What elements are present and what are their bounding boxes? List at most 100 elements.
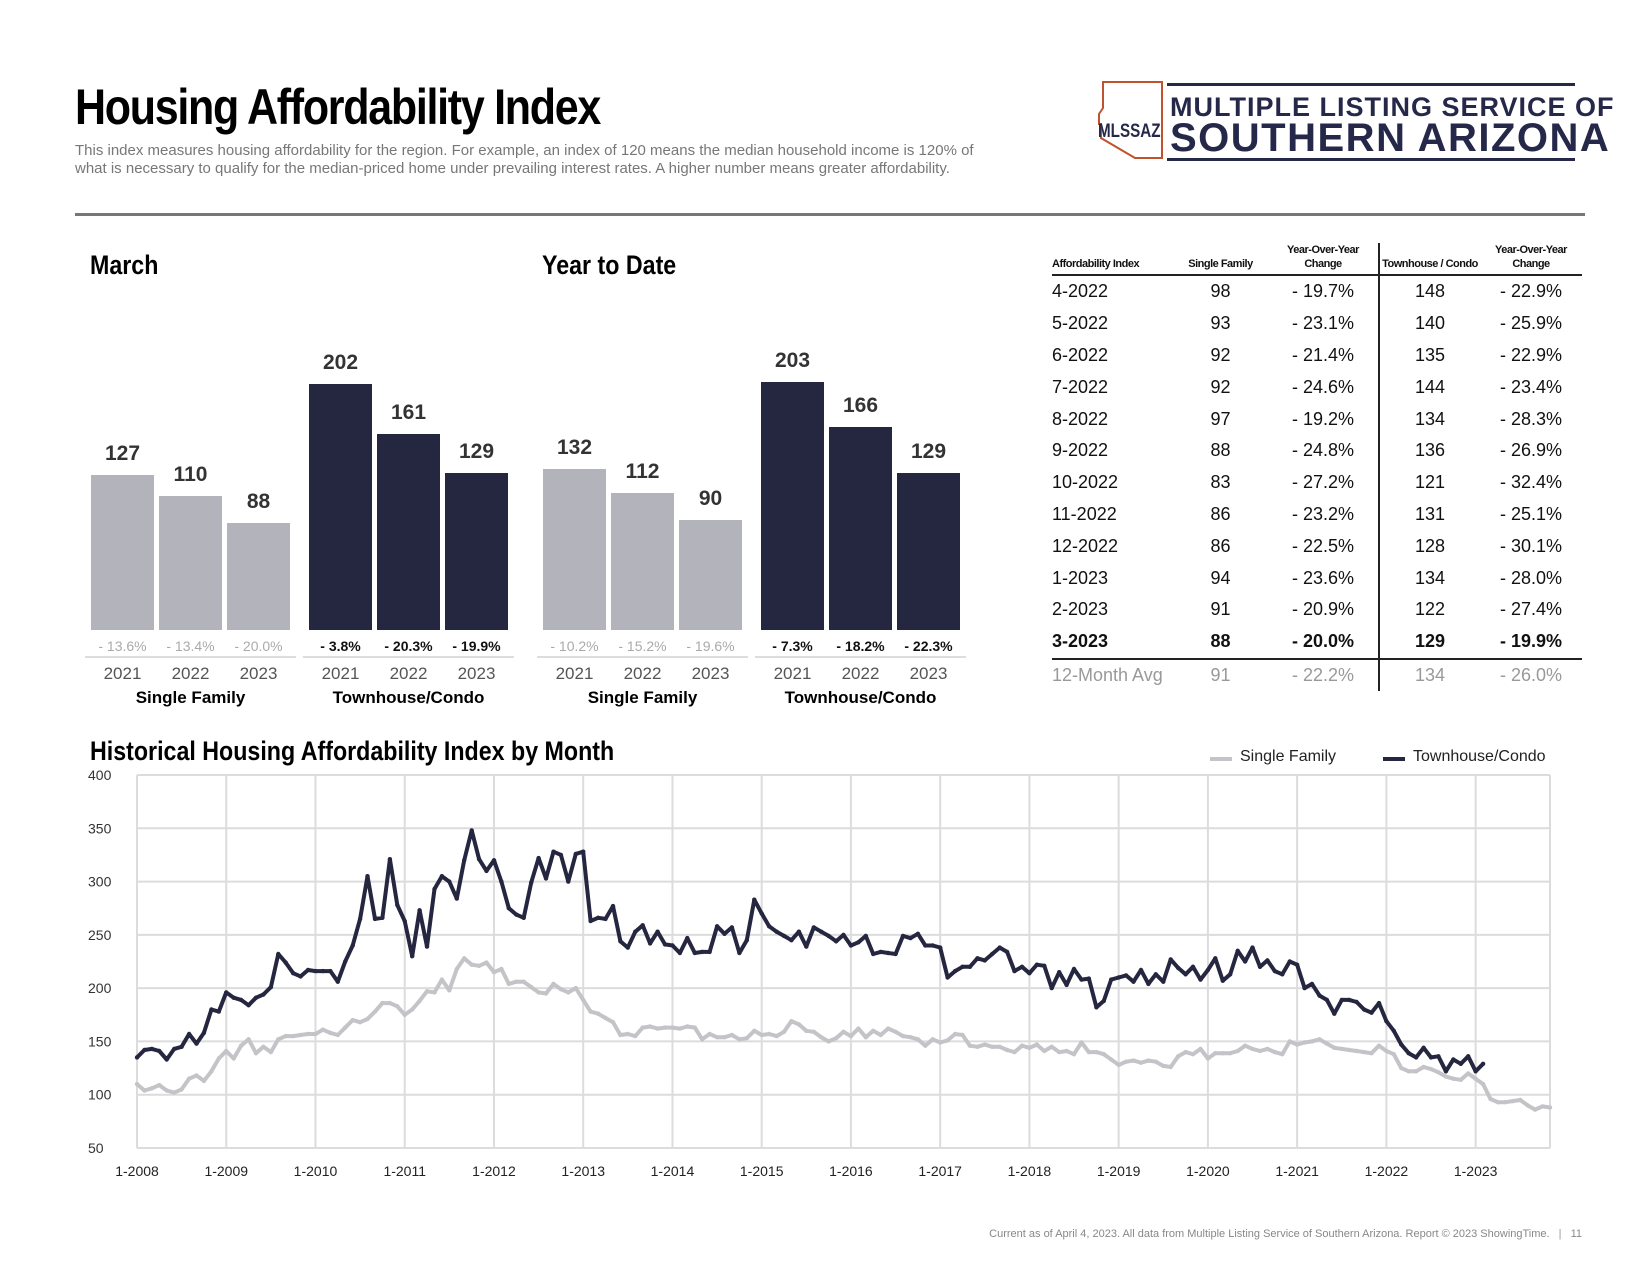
bar-townhouse-condo-2022: [377, 433, 440, 630]
x-tick-label: 1-2011: [383, 1163, 426, 1179]
series-townhouse-condo-point: [172, 1046, 177, 1052]
series-single-family-point: [647, 1024, 653, 1029]
series-townhouse-condo-point: [432, 886, 437, 892]
series-townhouse-condo-point: [1309, 981, 1315, 987]
series-single-family-point: [1272, 1049, 1278, 1055]
series-townhouse-condo-point: [164, 1057, 169, 1062]
series-single-family-point: [952, 1031, 958, 1037]
cell-townhouse-condo: 134: [1414, 567, 1446, 588]
series-single-family-point: [134, 1081, 140, 1087]
series-townhouse-condo-point: [1428, 1055, 1434, 1060]
series-single-family-point: [848, 1033, 854, 1039]
series-townhouse-condo-point: [1213, 956, 1218, 961]
series-single-family-point: [759, 1032, 764, 1038]
series-townhouse-condo-point: [1176, 965, 1181, 971]
cell-tc-yoy-change: - 25.9%: [1499, 313, 1563, 334]
series-townhouse-condo-point: [774, 929, 779, 934]
bar-change-label: - 15.2%: [618, 638, 667, 654]
series-townhouse-condo-point: [1019, 964, 1025, 969]
series-single-family-point: [930, 1037, 935, 1042]
series-single-family-point: [224, 1048, 229, 1054]
series-townhouse-condo-point: [729, 925, 735, 930]
series-townhouse-condo-point: [700, 949, 705, 955]
series-townhouse-condo-point: [1317, 993, 1322, 998]
series-townhouse-condo-point: [343, 959, 348, 964]
series-single-family-point: [581, 997, 586, 1003]
cell-month: 2-2023: [1052, 599, 1109, 620]
series-townhouse-condo-point: [633, 929, 638, 934]
series-single-family-point: [142, 1088, 147, 1093]
series-single-family-point: [1220, 1051, 1226, 1056]
series-townhouse-condo-point: [1071, 966, 1077, 972]
series-townhouse-condo-point: [543, 876, 549, 881]
series-townhouse-condo-point: [246, 1003, 251, 1008]
series-single-family-point: [1354, 1048, 1359, 1054]
series-single-family-point: [1332, 1045, 1337, 1050]
series-single-family-point: [1094, 1049, 1099, 1055]
series-townhouse-condo-point: [603, 916, 608, 922]
series-single-family-point: [1480, 1081, 1486, 1087]
series-townhouse-condo-point: [819, 929, 824, 934]
footer: Current as of April 4, 2023. All data fr…: [989, 1228, 1582, 1240]
series-single-family-point: [179, 1087, 184, 1092]
series-townhouse-condo-point: [945, 975, 950, 980]
bar-axis-line: [303, 656, 514, 658]
table-header-row: Affordability Index Single Family Year-O…: [1052, 243, 1582, 275]
series-single-family-point: [1004, 1047, 1010, 1053]
cell-single-family: 86: [1210, 535, 1231, 556]
x-tick-label: 1-2010: [294, 1163, 338, 1179]
series-single-family-point: [737, 1037, 742, 1042]
x-tick-label: 1-2018: [1008, 1163, 1052, 1179]
series-townhouse-condo-point: [1466, 1054, 1471, 1059]
series-townhouse-condo-point: [194, 1041, 199, 1046]
series-single-family-point: [975, 1044, 980, 1049]
bar-change-label: - 13.4%: [166, 638, 215, 654]
series-single-family-point: [1376, 1043, 1382, 1048]
bar-year-label: 2021: [103, 664, 142, 683]
series-townhouse-condo-point: [1421, 1045, 1426, 1050]
series-single-family-point: [543, 991, 549, 996]
series-single-family-point: [885, 1026, 891, 1031]
table-row: 11-2022 86 - 23.2% 131 - 25.1%: [1052, 498, 1582, 531]
cell-sf-yoy-change: - 24.8%: [1268, 434, 1380, 467]
series-townhouse-condo-point: [722, 931, 727, 936]
bar-change-label: - 20.0%: [234, 638, 283, 654]
series-single-family-point: [1406, 1069, 1411, 1074]
bar-change-label: - 19.9%: [452, 638, 501, 654]
x-tick-label: 1-2023: [1454, 1163, 1498, 1179]
series-single-family-point: [781, 1029, 787, 1034]
series-townhouse-condo-point: [216, 1009, 221, 1014]
page-number: 11: [1570, 1228, 1582, 1240]
series-single-family-point: [1525, 1103, 1530, 1108]
series-townhouse-condo-point: [1168, 957, 1173, 962]
series-single-family-point: [677, 1026, 683, 1031]
series-townhouse-condo-point: [372, 916, 378, 922]
bar-group-label: Single Family: [135, 688, 246, 707]
series-single-family-point: [670, 1025, 675, 1030]
series-single-family-point: [454, 966, 459, 972]
series-single-family-point: [923, 1043, 928, 1048]
series-single-family-point: [1473, 1076, 1478, 1081]
series-single-family-point: [328, 1030, 333, 1036]
series-townhouse-condo-point: [595, 915, 601, 920]
series-single-family-point: [253, 1051, 259, 1056]
series-single-family-point: [216, 1056, 221, 1061]
series-townhouse-condo-point: [707, 949, 712, 955]
series-single-family-point: [618, 1032, 623, 1038]
series-townhouse-condo-point: [1413, 1055, 1419, 1060]
bar-value-label: 110: [173, 462, 208, 486]
series-single-family-point: [439, 977, 445, 982]
series-single-family-point: [871, 1028, 876, 1033]
series-townhouse-condo-point: [1057, 970, 1062, 975]
series-single-family-point: [1466, 1071, 1471, 1076]
series-townhouse-condo-point: [811, 925, 816, 930]
y-tick-label: 200: [88, 980, 112, 996]
affordability-table: Affordability Index Single Family Year-O…: [1052, 243, 1582, 692]
cell-townhouse-condo: 140: [1414, 313, 1446, 334]
series-townhouse-condo-point: [930, 943, 935, 948]
series-single-family-point: [1176, 1054, 1181, 1059]
series-single-family-point: [268, 1049, 274, 1055]
series-townhouse-condo-point: [201, 1030, 207, 1036]
series-single-family-point: [714, 1035, 720, 1040]
series-single-family-point: [380, 1000, 385, 1006]
